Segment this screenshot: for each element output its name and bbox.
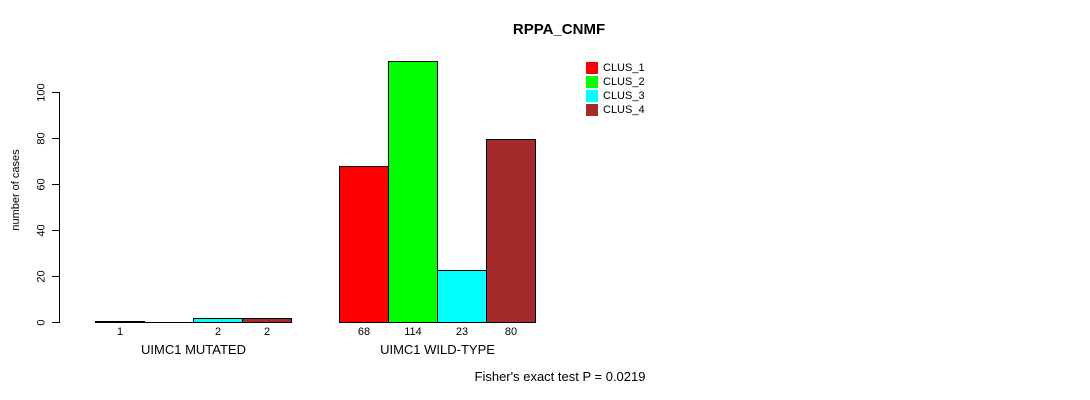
bar xyxy=(388,61,438,323)
legend-item: CLUS_4 xyxy=(586,104,645,116)
y-axis-line xyxy=(59,92,60,323)
legend-swatch xyxy=(586,62,598,74)
bar-value-label: 80 xyxy=(504,326,518,338)
y-tick xyxy=(52,322,59,323)
y-tick xyxy=(52,92,59,93)
legend-label: CLUS_3 xyxy=(603,90,645,102)
bar-value-label: 2 xyxy=(263,326,271,338)
legend-swatch xyxy=(586,76,598,88)
bar-value-label: 23 xyxy=(455,326,469,338)
legend-label: CLUS_2 xyxy=(603,76,645,88)
bar xyxy=(437,270,487,323)
legend-label: CLUS_4 xyxy=(603,104,645,116)
y-tick-label: 40 xyxy=(35,224,48,237)
legend-item: CLUS_2 xyxy=(586,76,645,88)
stat-annotation: Fisher's exact test P = 0.0219 xyxy=(474,369,646,384)
y-tick xyxy=(52,184,59,185)
legend: CLUS_1 CLUS_2 CLUS_3 CLUS_4 xyxy=(586,62,645,118)
legend-item: CLUS_3 xyxy=(586,90,645,102)
x-group-label: UIMC1 WILD-TYPE xyxy=(380,342,495,357)
bar-value-label: 1 xyxy=(116,326,124,338)
y-tick-label: 20 xyxy=(35,270,48,283)
legend-swatch xyxy=(586,90,598,102)
bar-value-label: 2 xyxy=(214,326,222,338)
bar xyxy=(339,166,389,323)
y-tick-label: 100 xyxy=(35,83,48,102)
y-tick xyxy=(52,276,59,277)
y-tick xyxy=(52,230,59,231)
y-tick-label: 60 xyxy=(35,178,48,191)
bar-value-label: 68 xyxy=(357,326,371,338)
bar xyxy=(486,139,536,323)
chart-title: RPPA_CNMF xyxy=(512,21,606,38)
bar xyxy=(242,318,292,323)
bar xyxy=(193,318,243,323)
x-group-label: UIMC1 MUTATED xyxy=(141,342,246,357)
legend-item: CLUS_1 xyxy=(586,62,645,74)
bar-zero xyxy=(144,322,194,323)
legend-label: CLUS_1 xyxy=(603,62,645,74)
y-tick-label: 0 xyxy=(35,319,48,326)
y-tick xyxy=(52,138,59,139)
bar xyxy=(95,321,145,323)
legend-swatch xyxy=(586,104,598,116)
y-tick-label: 80 xyxy=(35,132,48,145)
bar-value-label: 114 xyxy=(404,326,422,338)
y-axis-title: number of cases xyxy=(10,149,22,231)
